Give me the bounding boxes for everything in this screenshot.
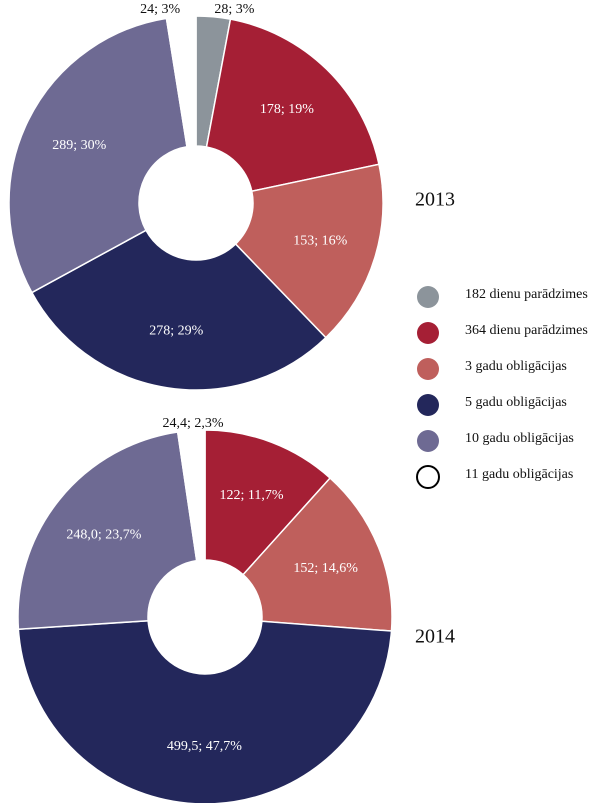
slice bbox=[176, 429, 206, 562]
value-label: 24; 3% bbox=[140, 2, 180, 17]
legend-label: 3 gadu obligācijas bbox=[465, 359, 567, 374]
slice bbox=[204, 429, 332, 576]
chart-title: 2013 bbox=[415, 189, 455, 211]
value-label: 122; 11,7% bbox=[220, 488, 284, 503]
value-label: 248,0; 23,7% bbox=[66, 528, 141, 543]
value-label: 28; 3% bbox=[214, 2, 254, 17]
value-label: 278; 29% bbox=[149, 324, 203, 339]
slice bbox=[17, 431, 198, 631]
slice bbox=[205, 18, 380, 193]
value-label: 153; 16% bbox=[293, 233, 347, 248]
slice bbox=[8, 17, 188, 294]
value-label: 289; 30% bbox=[52, 138, 106, 153]
slice bbox=[165, 15, 197, 148]
slice bbox=[30, 229, 327, 391]
legend-swatch bbox=[417, 322, 439, 344]
value-label: 152; 14,6% bbox=[293, 561, 358, 576]
value-label: 178; 19% bbox=[260, 102, 314, 117]
chart-title: 2014 bbox=[415, 626, 455, 648]
legend-swatch bbox=[417, 430, 439, 452]
slice bbox=[17, 619, 393, 803]
value-label: 24,4; 2,3% bbox=[162, 416, 223, 431]
legend-label: 182 dienu parādzimes bbox=[465, 287, 588, 302]
legend-swatch bbox=[416, 465, 440, 489]
legend-label: 5 gadu obligācijas bbox=[465, 395, 567, 410]
slice bbox=[242, 476, 393, 632]
legend-label: 11 gadu obligācijas bbox=[465, 467, 573, 482]
legend-swatch bbox=[417, 358, 439, 380]
value-label: 499,5; 47,7% bbox=[167, 739, 242, 754]
legend-label: 10 gadu obligācijas bbox=[465, 431, 574, 446]
legend-swatch bbox=[417, 286, 439, 308]
slice bbox=[234, 163, 384, 339]
legend-swatch bbox=[417, 394, 439, 416]
legend-label: 364 dienu parādzimes bbox=[465, 323, 588, 338]
